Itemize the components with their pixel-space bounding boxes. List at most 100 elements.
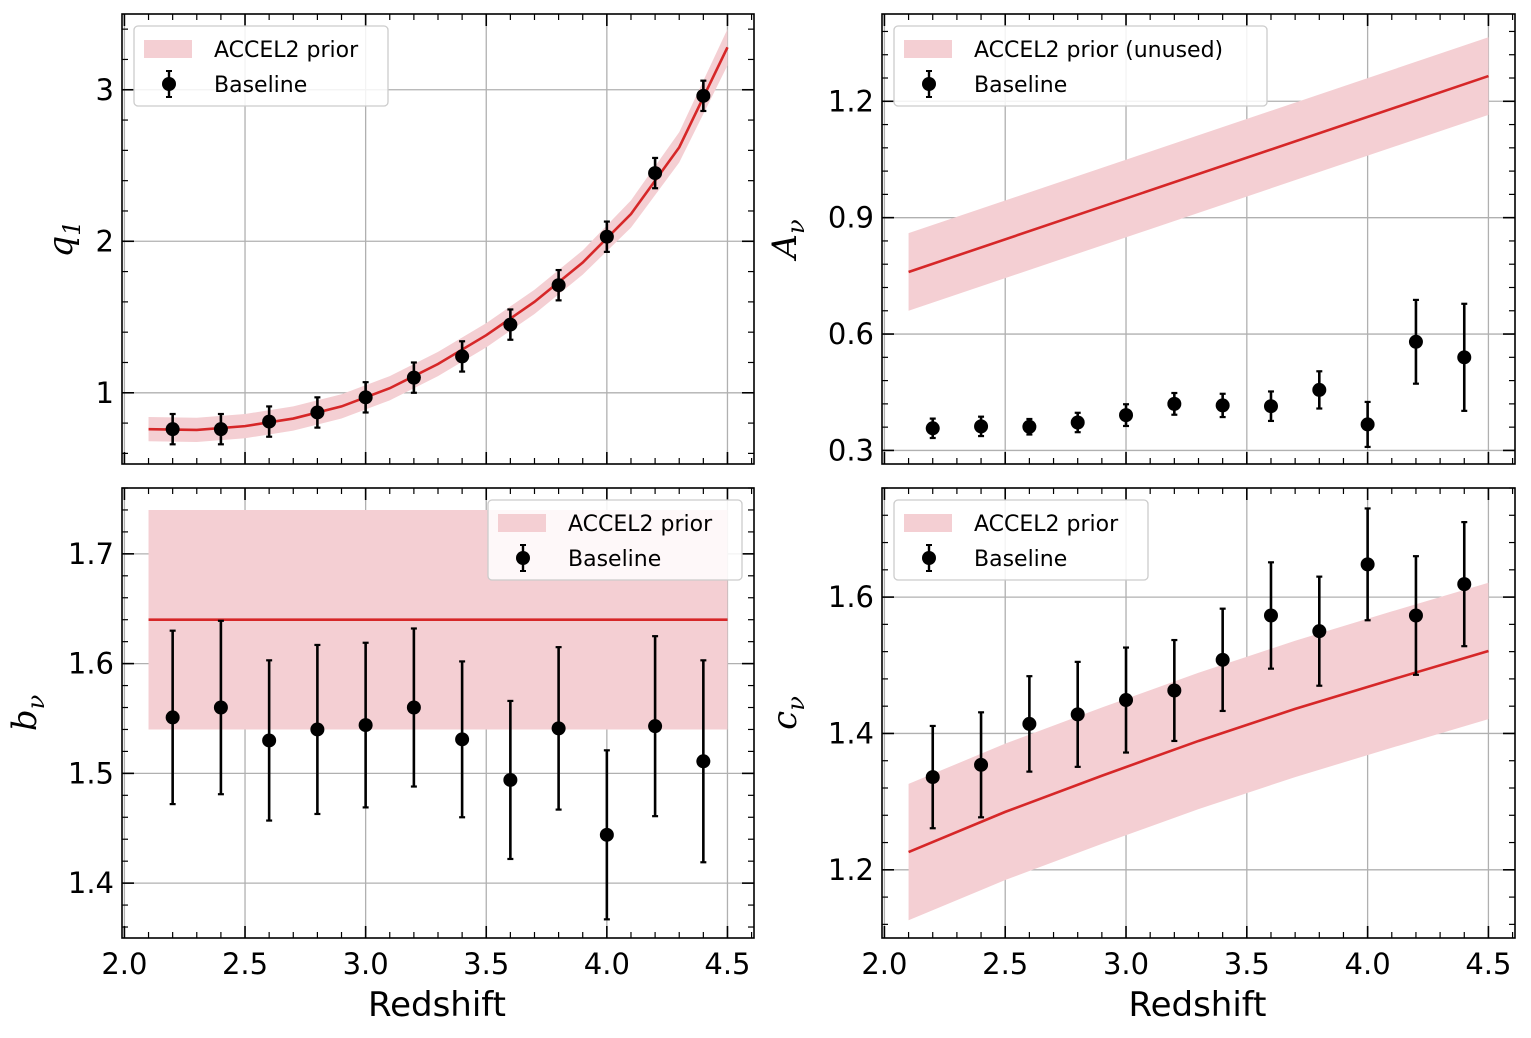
y-tick-label: 1.2 bbox=[828, 84, 874, 118]
data-point bbox=[648, 719, 663, 734]
data-point bbox=[213, 700, 228, 715]
data-point bbox=[503, 317, 518, 332]
y-axis-label-symbol: A bbox=[765, 234, 805, 262]
data-point bbox=[503, 772, 518, 787]
legend-label-prior: ACCEL2 prior bbox=[974, 512, 1119, 537]
data-point bbox=[310, 405, 325, 420]
data-point bbox=[1022, 419, 1037, 434]
x-tick-label: 2.0 bbox=[101, 947, 147, 981]
data-point bbox=[696, 754, 711, 769]
x-tick-label: 4.5 bbox=[704, 947, 750, 981]
data-point bbox=[1215, 652, 1230, 667]
legend-label-baseline: Baseline bbox=[214, 73, 307, 98]
y-axis-label-symbol: q bbox=[41, 236, 81, 258]
legend-box bbox=[133, 25, 389, 107]
x-tick-label: 3.0 bbox=[343, 947, 389, 981]
y-axis-label: cν bbox=[765, 696, 810, 730]
x-tick-label: 3.5 bbox=[463, 947, 509, 981]
legend-box bbox=[487, 499, 743, 581]
y-axis-label-subscript: ν bbox=[782, 219, 810, 234]
y-axis-label-subscript: ν bbox=[22, 695, 50, 710]
x-tick-label: 3.0 bbox=[1103, 947, 1149, 981]
data-point bbox=[1167, 683, 1182, 698]
data-point bbox=[1263, 608, 1278, 623]
legend-swatch-prior bbox=[904, 514, 952, 532]
plot-area bbox=[122, 14, 754, 464]
legend-label-prior: ACCEL2 prior bbox=[214, 38, 359, 63]
legend: ACCEL2 prior Baseline bbox=[133, 25, 389, 107]
data-point bbox=[262, 414, 277, 429]
prior-line bbox=[908, 649, 1489, 854]
legend-swatch-prior bbox=[498, 514, 546, 532]
x-tick-label: 2.5 bbox=[222, 947, 268, 981]
data-point bbox=[974, 419, 989, 434]
data-point bbox=[262, 733, 277, 748]
data-point bbox=[648, 166, 663, 181]
y-tick-label: 1.6 bbox=[68, 647, 114, 681]
data-point bbox=[165, 422, 180, 437]
data-point bbox=[406, 370, 421, 385]
y-axis-label: bν bbox=[5, 695, 50, 731]
data-point bbox=[1263, 399, 1278, 414]
legend: ACCEL2 prior Baseline bbox=[893, 499, 1149, 581]
prior-line bbox=[148, 46, 729, 432]
legend: ACCEL2 prior (unused) Baseline bbox=[893, 25, 1268, 107]
legend-label-prior: ACCEL2 prior bbox=[568, 512, 713, 537]
data-point bbox=[974, 757, 989, 772]
y-tick-label: 1.7 bbox=[68, 537, 114, 571]
data-point bbox=[1360, 557, 1375, 572]
legend-marker-point bbox=[922, 77, 936, 91]
plot-area bbox=[882, 14, 1515, 464]
plot-area bbox=[882, 488, 1515, 938]
y-axis-label-subscript: 1 bbox=[58, 220, 86, 235]
data-point bbox=[925, 421, 940, 436]
data-point bbox=[1070, 707, 1085, 722]
data-point bbox=[455, 349, 470, 364]
y-tick-label: 1.5 bbox=[68, 756, 114, 790]
y-tick-label: 1.6 bbox=[828, 580, 874, 614]
x-tick-label: 4.0 bbox=[584, 947, 630, 981]
x-axis-label: Redshift bbox=[368, 985, 506, 1025]
data-point bbox=[599, 827, 614, 842]
data-point bbox=[1457, 577, 1472, 592]
y-axis-label: Aν bbox=[765, 219, 810, 261]
data-point bbox=[1408, 608, 1423, 623]
panel-a-nu: 0.3 0.6 0.9 1.2 Aν ACCEL2 prior (unused) Basel… bbox=[765, 13, 1516, 467]
legend-label-baseline: Baseline bbox=[568, 547, 661, 572]
data-point bbox=[1360, 417, 1375, 432]
y-tick-label: 0.6 bbox=[828, 317, 874, 351]
y-tick-label: 1.4 bbox=[828, 716, 874, 750]
data-point bbox=[455, 732, 470, 747]
panel-c-nu: 1.2 1.4 1.6 2.0 2.5 3.0 3.5 4.0 4.5 Redshift cν ACC… bbox=[765, 487, 1516, 1025]
x-tick-label: 2.5 bbox=[982, 947, 1028, 981]
data-point bbox=[599, 229, 614, 244]
data-point bbox=[1022, 716, 1037, 731]
y-tick-label: 1.2 bbox=[828, 853, 874, 887]
data-point bbox=[1457, 350, 1472, 365]
data-point bbox=[310, 722, 325, 737]
y-axis-label-symbol: b bbox=[5, 709, 45, 731]
data-point bbox=[1167, 396, 1182, 411]
data-point bbox=[1070, 415, 1085, 430]
y-axis-label: q1 bbox=[41, 220, 86, 257]
y-tick-label: 0.3 bbox=[828, 433, 874, 467]
legend-box bbox=[893, 25, 1268, 107]
data-point bbox=[358, 718, 373, 733]
y-tick-label: 1.4 bbox=[68, 866, 114, 900]
legend: ACCEL2 prior Baseline bbox=[487, 499, 743, 581]
legend-swatch-prior bbox=[144, 40, 192, 58]
prior-line bbox=[908, 74, 1489, 274]
legend-label-baseline: Baseline bbox=[974, 73, 1067, 98]
data-point bbox=[1408, 334, 1423, 349]
data-point bbox=[696, 88, 711, 103]
panel-b-nu: 1.4 1.5 1.6 1.7 2.0 2.5 3.0 3.5 4.0 4.5 Redshift bν… bbox=[5, 487, 755, 1025]
data-point bbox=[551, 721, 566, 736]
x-tick-label: 2.0 bbox=[861, 947, 907, 981]
data-point bbox=[358, 390, 373, 405]
legend-swatch-prior bbox=[904, 40, 952, 58]
prior-band bbox=[908, 582, 1489, 921]
data-point bbox=[213, 422, 228, 437]
y-tick-label: 2 bbox=[96, 224, 114, 258]
legend-label-baseline: Baseline bbox=[974, 547, 1067, 572]
